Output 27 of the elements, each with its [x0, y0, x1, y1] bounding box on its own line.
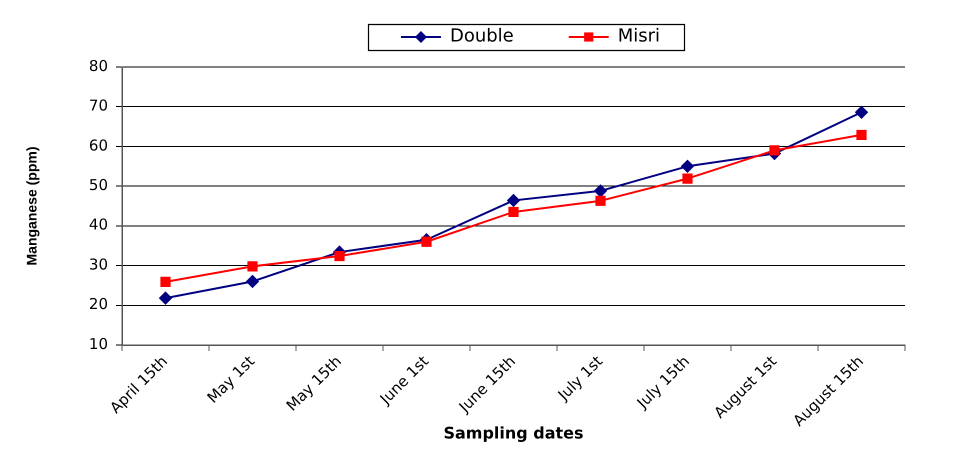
- point: [421, 236, 432, 247]
- y-tick-label: 70: [88, 96, 108, 115]
- point: [159, 292, 172, 305]
- point: [595, 196, 606, 206]
- point: [681, 160, 694, 173]
- point: [855, 106, 868, 119]
- y-tick-label: 10: [88, 334, 108, 353]
- point: [769, 145, 780, 156]
- legend-label: Misri: [618, 26, 660, 47]
- y-tick-label: 60: [88, 136, 108, 154]
- point: [508, 206, 519, 218]
- x-axis-title: Sampling dates: [443, 424, 584, 443]
- y-tick-label: 30: [88, 255, 108, 274]
- legend-label: Double: [450, 26, 514, 47]
- y-tick-label: 50: [88, 176, 108, 194]
- point: [507, 194, 520, 207]
- y-tick-label: 40: [88, 216, 108, 234]
- point: [246, 274, 259, 288]
- point: [160, 276, 171, 287]
- y-axis-title: Manganese (ppm): [23, 146, 40, 266]
- point: [247, 261, 258, 272]
- y-tick-label: 80: [88, 56, 108, 75]
- point: [334, 250, 345, 262]
- point: [856, 130, 867, 140]
- point: [594, 184, 607, 198]
- point: [682, 174, 693, 184]
- y-tick-label: 20: [88, 295, 108, 314]
